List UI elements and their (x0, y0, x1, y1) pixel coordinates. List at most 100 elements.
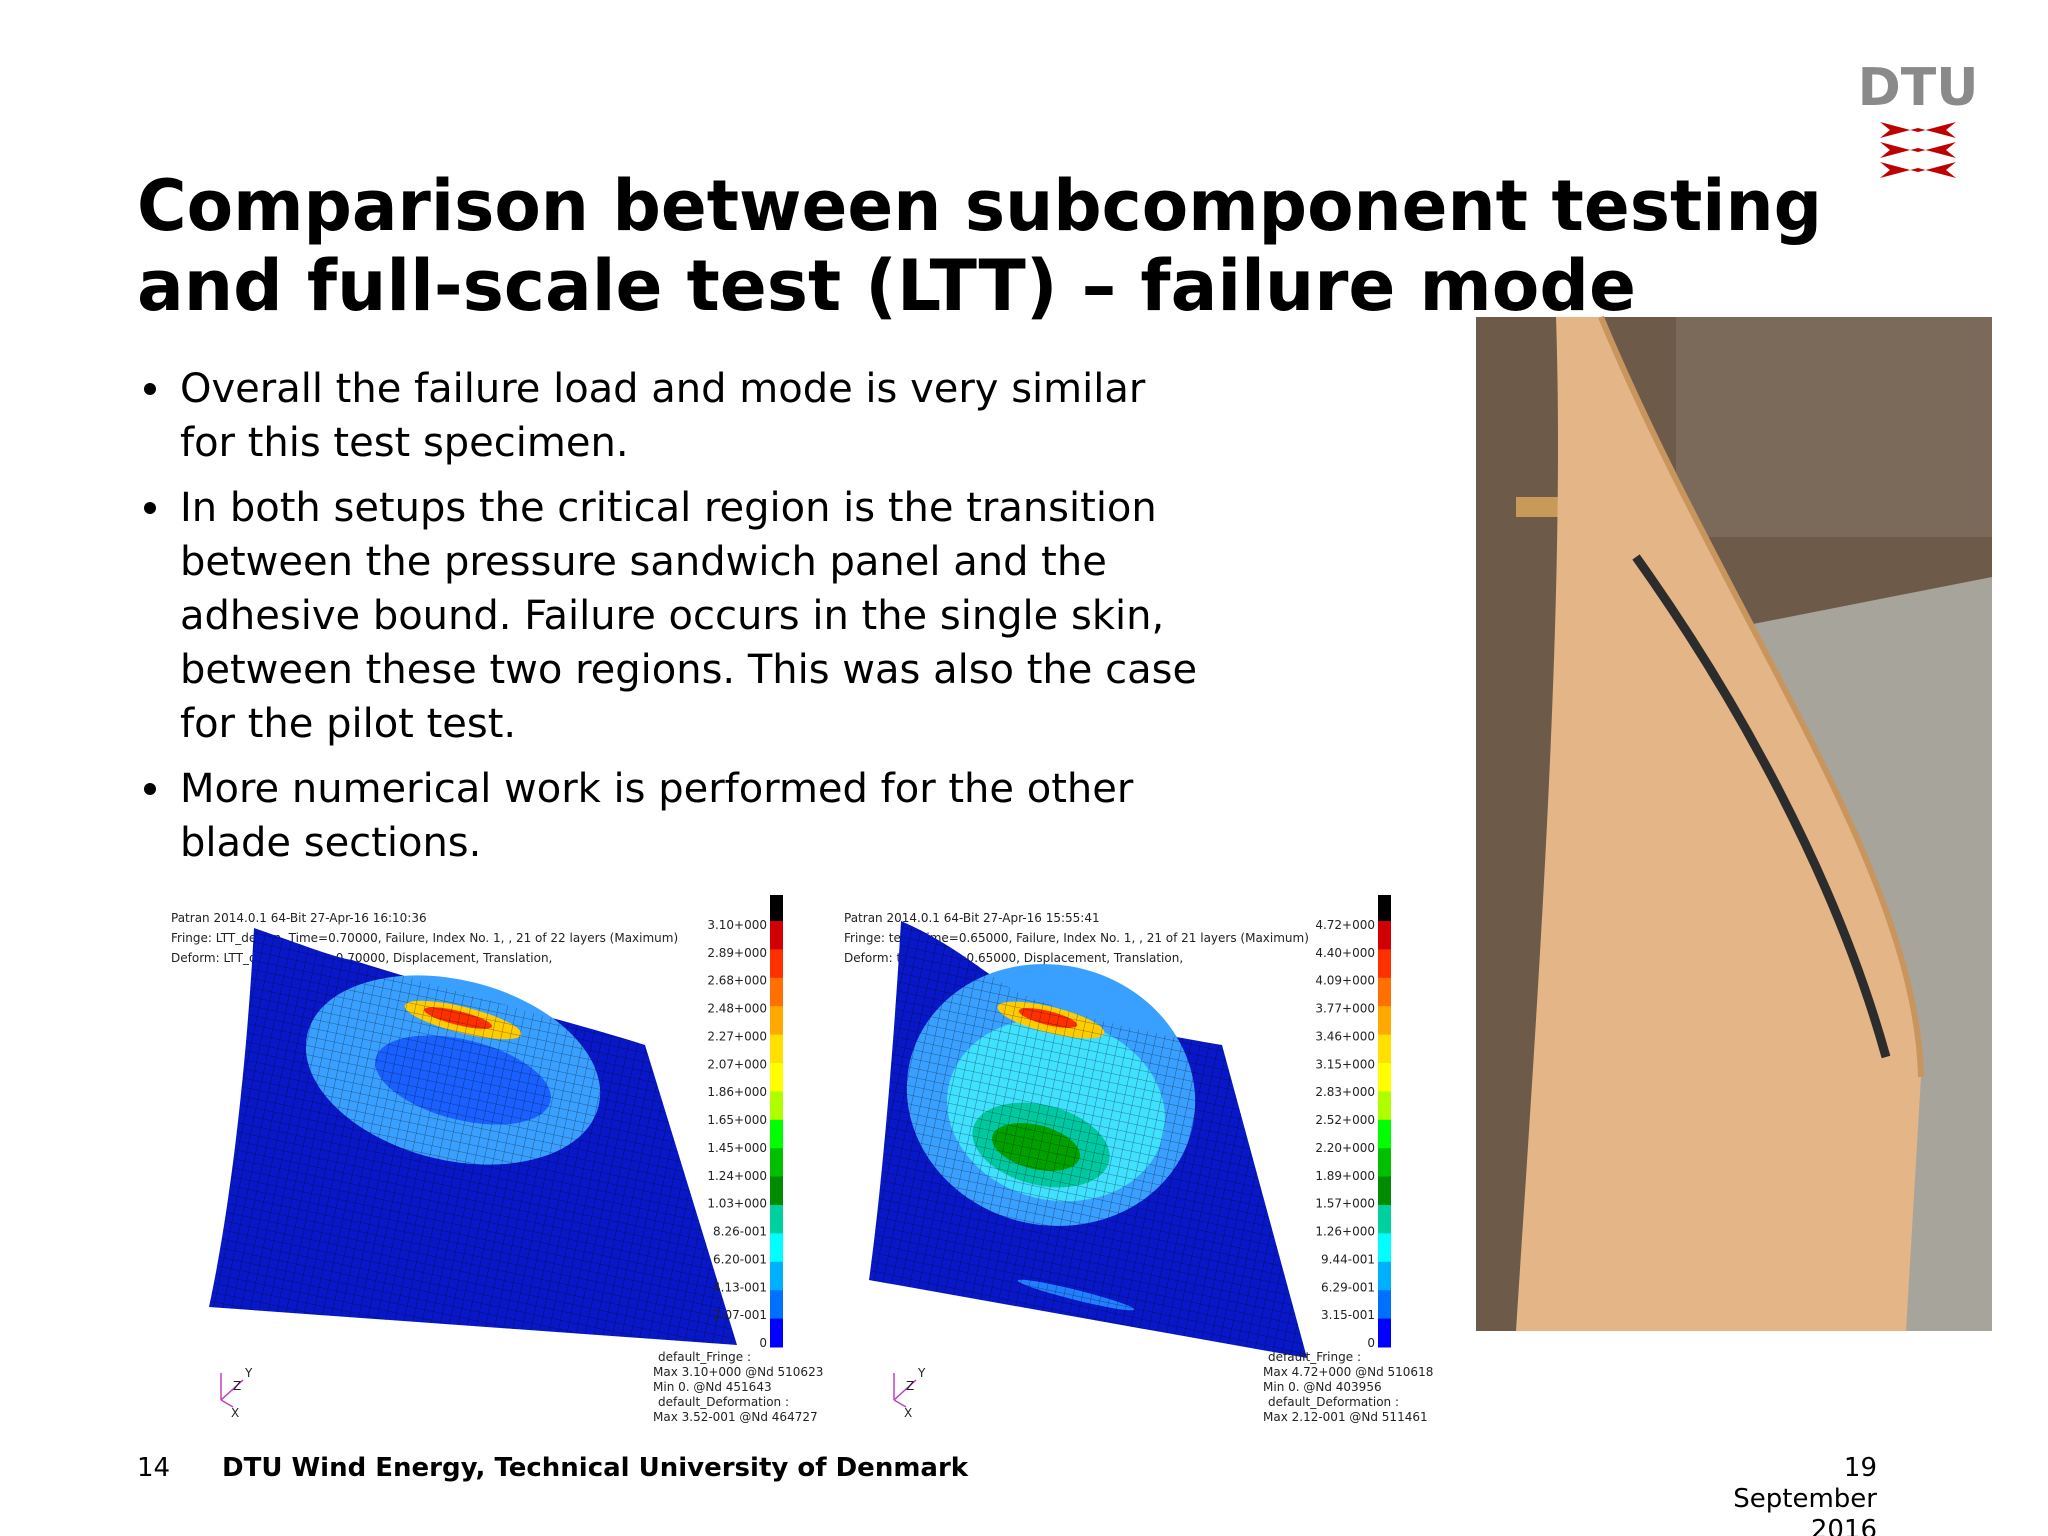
bullet-text: More numerical work is performed for the… (180, 766, 1134, 812)
legend-label: 4.40+000 (1315, 946, 1375, 960)
legend-cap (1378, 895, 1391, 921)
title-line: and full-scale test (LTT) – failure mode (137, 245, 1636, 327)
fem-footer: default_Fringe : (1268, 1350, 1361, 1364)
legend-label: 2.07+000 (707, 1057, 767, 1071)
legend-swatch (770, 1119, 783, 1149)
axis-triad (220, 1373, 244, 1408)
logo-chevron (1880, 122, 1956, 138)
fem-header: Fringe: LTT_design, Time=0.70000, Failur… (171, 931, 678, 945)
legend-label: 6.29-001 (1321, 1280, 1375, 1294)
legend-label: 1.57+000 (1315, 1197, 1375, 1211)
axis-label: X (231, 1406, 239, 1420)
logo: DTU (1858, 58, 1978, 178)
legend-label: 1.86+000 (707, 1085, 767, 1099)
bullet-dot (144, 502, 156, 514)
axis-label: X (904, 1406, 912, 1420)
date: 2016 (1811, 1515, 1877, 1536)
legend-swatch (1378, 921, 1391, 950)
logo-chevron (1880, 142, 1956, 158)
bullet-text: for this test specimen. (180, 420, 629, 466)
legend-label: 6.20-001 (713, 1252, 767, 1266)
legend-label: 3.15-001 (1321, 1308, 1375, 1322)
fem-footer: Min 0. @Nd 451643 (653, 1380, 772, 1394)
legend-swatch (1378, 1318, 1391, 1348)
fem-footer: default_Deformation : (1268, 1395, 1399, 1409)
legend-label: 3.46+000 (1315, 1029, 1375, 1043)
legend-swatch (1378, 977, 1391, 1007)
legend-swatch (770, 921, 783, 950)
legend-label: 1.89+000 (1315, 1169, 1375, 1183)
legend-swatch (770, 1176, 783, 1206)
legend-swatch (1378, 1091, 1391, 1121)
legend-label: 9.44-001 (1321, 1252, 1375, 1266)
legend-swatch (1378, 949, 1391, 979)
legend-label: 1.65+000 (707, 1113, 767, 1127)
legend-cap (770, 895, 783, 921)
fem-mesh-grid (869, 921, 1307, 1358)
date: 19 (1844, 1453, 1877, 1483)
date: September (1733, 1484, 1877, 1514)
legend-swatch (770, 977, 783, 1007)
fem-mesh-grid (209, 928, 737, 1345)
blade (1516, 317, 1921, 1331)
photo-wall (1676, 317, 1992, 537)
legend-swatch (770, 1233, 783, 1263)
bullet-text: blade sections. (180, 820, 481, 866)
blade-edge (1598, 315, 1924, 1078)
fem-footer: Max 2.12-001 @Nd 511461 (1263, 1410, 1428, 1424)
fem-footer: default_Fringe : (658, 1350, 751, 1364)
legend-label: 4.72+000 (1315, 918, 1375, 932)
legend-label: 2.07-001 (713, 1308, 767, 1322)
bullet-text: adhesive bound. Failure occurs in the si… (180, 593, 1164, 639)
logo-chevron (1880, 162, 1956, 178)
legend-label: 2.52+000 (1315, 1113, 1375, 1127)
fem-footer: Max 3.10+000 @Nd 510623 (653, 1365, 823, 1379)
legend-swatch (770, 1261, 783, 1291)
legend-swatch (770, 1290, 783, 1320)
legend-swatch (1378, 1148, 1391, 1178)
fem-header: Patran 2014.0.1 64-Bit 27-Apr-16 16:10:3… (171, 911, 427, 925)
fem-footer: Max 4.72+000 @Nd 510618 (1263, 1365, 1433, 1379)
legend-label: 1.03+000 (707, 1197, 767, 1211)
legend-swatch (770, 1091, 783, 1121)
fem-header: Patran 2014.0.1 64-Bit 27-Apr-16 15:55:4… (844, 911, 1100, 925)
title-line: Comparison between subcomponent testing (137, 165, 1822, 247)
legend-label: 3.77+000 (1315, 1002, 1375, 1016)
fem-header: Deform: LTT_design, Time=0.70000, Displa… (171, 951, 552, 965)
photo (1476, 315, 1992, 1331)
legend-swatch (770, 1148, 783, 1178)
axis-triad (893, 1373, 917, 1408)
axis-label: Y (244, 1366, 253, 1380)
legend-swatch (1378, 1034, 1391, 1064)
axis-label: Z (233, 1379, 241, 1393)
page-number: 14 (137, 1453, 170, 1483)
bullet-text: Overall the failure load and mode is ver… (180, 366, 1146, 412)
axis-label: Z (906, 1379, 914, 1393)
legend-swatch (1378, 1290, 1391, 1320)
legend-label: 3.10+000 (707, 918, 767, 932)
fem-footer: default_Deformation : (658, 1395, 789, 1409)
legend-swatch (1378, 1233, 1391, 1263)
legend-label: 1.24+000 (707, 1169, 767, 1183)
legend-label: 4.13-001 (713, 1280, 767, 1294)
legend-swatch (1378, 1006, 1391, 1036)
legend-label: 8.26-001 (713, 1225, 767, 1239)
fem-footer: Min 0. @Nd 403956 (1263, 1380, 1382, 1394)
legend-swatch (1378, 1176, 1391, 1206)
legend-swatch (1378, 1261, 1391, 1291)
fem-header: Fringe: test, Time=0.65000, Failure, Ind… (844, 931, 1309, 945)
bullet-dot (144, 783, 156, 795)
legend-label: 3.15+000 (1315, 1057, 1375, 1071)
fem-footer: Max 3.52-001 @Nd 464727 (653, 1410, 818, 1424)
legend-label: 2.20+000 (1315, 1141, 1375, 1155)
legend-swatch (1378, 1119, 1391, 1149)
bullet-text: between these two regions. This was also… (180, 647, 1197, 693)
legend-label: 2.27+000 (707, 1029, 767, 1043)
legend-label: 2.68+000 (707, 974, 767, 988)
legend-label: 0 (759, 1336, 767, 1350)
axis-label: Y (917, 1366, 926, 1380)
fem-plot: Patran 2014.0.1 64-Bit 27-Apr-16 15:55:4… (844, 895, 1433, 1424)
